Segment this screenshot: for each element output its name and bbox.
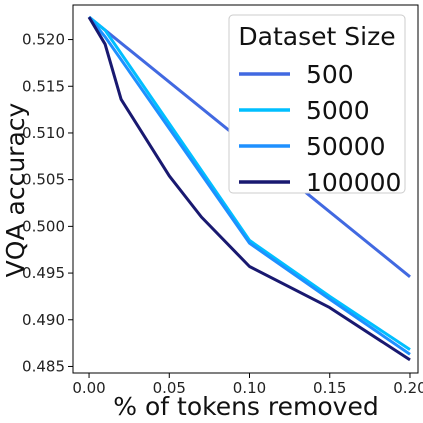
x-tick-label: 0.15 (313, 379, 346, 397)
y-tick-label: 0.490 (22, 311, 65, 329)
series-line-100000 (87, 16, 411, 362)
x-axis-label: % of tokens removed (113, 392, 378, 421)
legend: Dataset Size 500 5000 50000 100000 (228, 14, 406, 197)
y-axis-ticks: 0.485 0.490 0.495 0.500 0.505 0.510 0.515 0.520 (22, 31, 73, 375)
series-line-50000 (87, 16, 411, 356)
x-tick-label: 0.00 (72, 379, 105, 397)
x-tick-label: 0.10 (233, 379, 266, 397)
legend-label-500: 500 (306, 60, 354, 89)
legend-label-100000: 100000 (306, 168, 401, 197)
y-tick-label: 0.495 (22, 264, 65, 282)
legend-title: Dataset Size (238, 22, 395, 51)
legend-label-5000: 5000 (306, 96, 370, 125)
y-tick-label: 0.515 (22, 77, 65, 95)
y-tick-label: 0.505 (22, 171, 65, 189)
y-tick-label: 0.485 (22, 357, 65, 375)
legend-frame (228, 14, 406, 194)
y-tick-label: 0.520 (22, 31, 65, 49)
y-tick-label: 0.510 (22, 124, 65, 142)
x-tick-label: 0.20 (393, 379, 423, 397)
y-tick-label: 0.500 (22, 217, 65, 235)
legend-label-50000: 50000 (306, 132, 386, 161)
y-axis-label: VQA accuracy (1, 102, 30, 277)
series-line-5000 (88, 15, 411, 351)
x-axis-ticks: 0.00 0.05 0.10 0.15 0.20 (72, 373, 423, 397)
x-tick-label: 0.05 (153, 379, 186, 397)
